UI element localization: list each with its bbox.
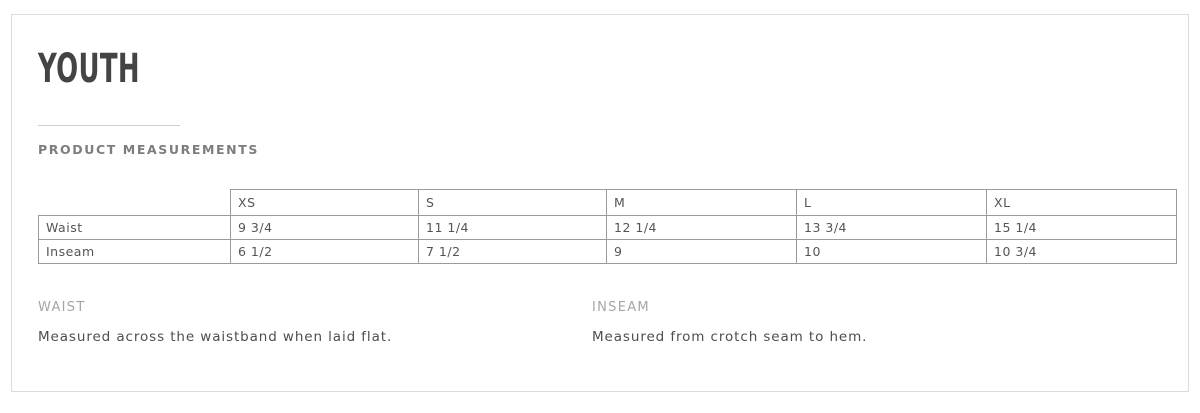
cell-inseam-xl: 10 3/4 xyxy=(986,239,1177,264)
table-header-l: L xyxy=(796,189,987,216)
table-row: Waist 9 3/4 11 1/4 12 1/4 13 3/4 15 1/4 xyxy=(38,215,1177,240)
row-label-waist: Waist xyxy=(38,215,231,240)
card-inner: YOUTH PRODUCT MEASUREMENTS XS S M L XL xyxy=(27,15,1177,391)
table-header-xs: XS xyxy=(230,189,419,216)
note-title-inseam: INSEAM xyxy=(592,300,650,315)
cell-inseam-l: 10 xyxy=(796,239,987,264)
measurement-notes: WAIST Measured across the waistband when… xyxy=(38,300,1174,347)
note-title-waist: WAIST xyxy=(38,300,86,315)
note-body-inseam: Measured from crotch seam to hem. xyxy=(592,329,868,345)
note-body-waist: Measured across the waistband when laid … xyxy=(38,329,393,345)
cell-waist-xl: 15 1/4 xyxy=(986,215,1177,240)
cell-inseam-s: 7 1/2 xyxy=(418,239,607,264)
cell-waist-m: 12 1/4 xyxy=(606,215,797,240)
table-header-row: XS S M L XL xyxy=(39,189,1177,216)
measurements-table: XS S M L XL Waist 9 3/4 11 1/4 12 1/4 13… xyxy=(38,189,1177,264)
cell-waist-s: 11 1/4 xyxy=(418,215,607,240)
cell-inseam-xs: 6 1/2 xyxy=(230,239,419,264)
section-label-product-measurements: PRODUCT MEASUREMENTS xyxy=(38,142,259,157)
cell-waist-l: 13 3/4 xyxy=(796,215,987,240)
note-waist: WAIST Measured across the waistband when… xyxy=(38,300,592,347)
size-chart-card: YOUTH PRODUCT MEASUREMENTS XS S M L XL xyxy=(11,14,1189,392)
table-header-xl: XL xyxy=(986,189,1177,216)
cell-inseam-m: 9 xyxy=(606,239,797,264)
note-inseam: INSEAM Measured from crotch seam to hem. xyxy=(592,300,1146,347)
page-title: YOUTH xyxy=(38,46,140,92)
table-header-s: S xyxy=(418,189,607,216)
table-body: Waist 9 3/4 11 1/4 12 1/4 13 3/4 15 1/4 … xyxy=(38,215,1177,264)
title-divider xyxy=(38,125,180,126)
table-row: Inseam 6 1/2 7 1/2 9 10 10 3/4 xyxy=(38,239,1177,264)
table-header: XS S M L XL xyxy=(39,189,1177,216)
row-label-inseam: Inseam xyxy=(38,239,231,264)
table-header-m: M xyxy=(606,189,797,216)
table-corner-cell xyxy=(39,190,231,216)
cell-waist-xs: 9 3/4 xyxy=(230,215,419,240)
